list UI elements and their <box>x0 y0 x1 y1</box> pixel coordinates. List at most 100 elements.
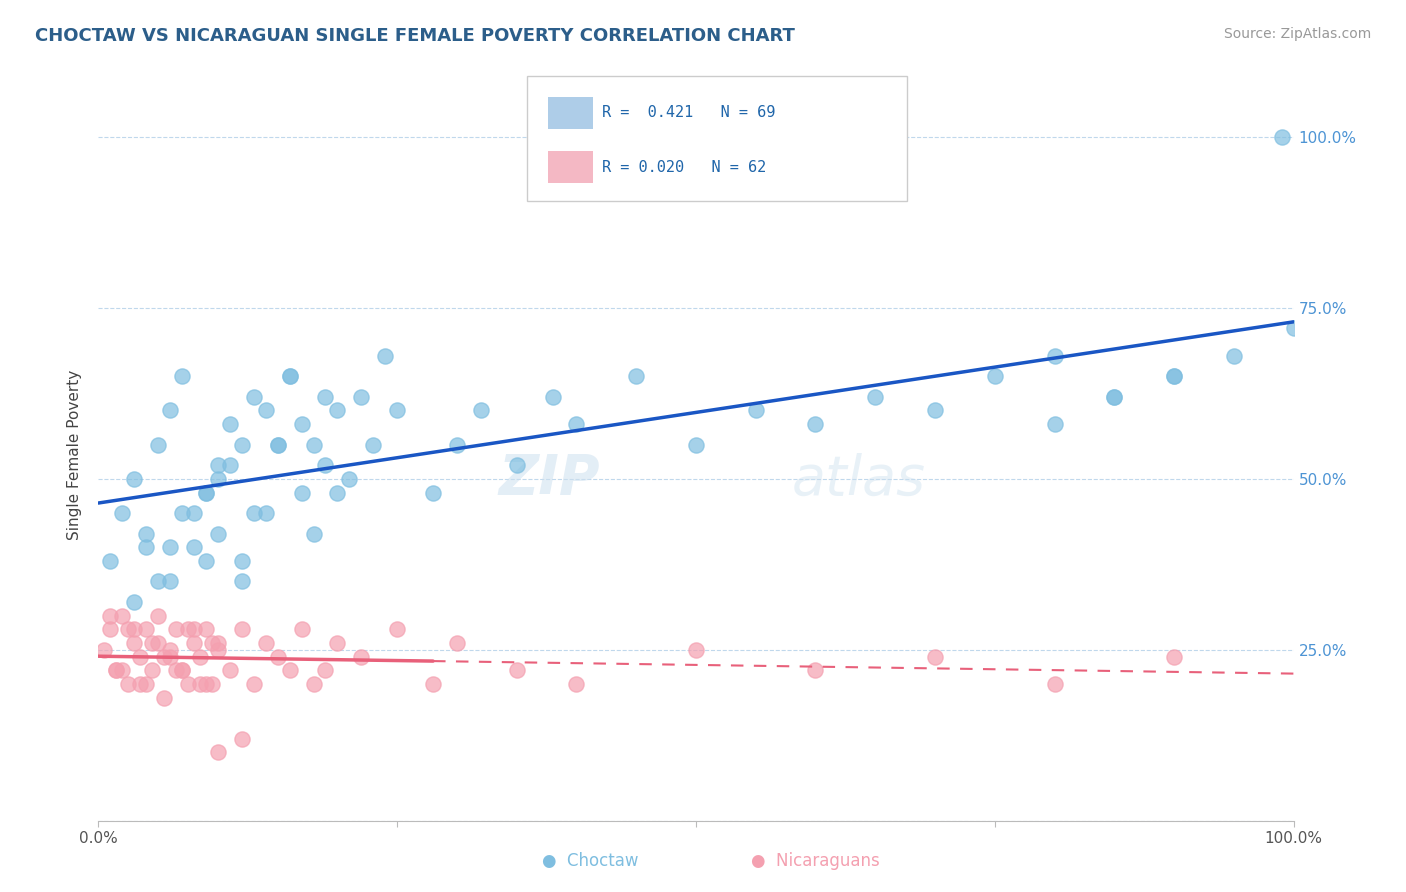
Point <box>243 390 266 404</box>
Point <box>1163 369 1185 384</box>
Point <box>1104 390 1126 404</box>
Point <box>188 677 211 691</box>
Point <box>326 485 349 500</box>
Point <box>1163 369 1185 384</box>
Point <box>302 526 325 541</box>
Point <box>148 608 170 623</box>
Point <box>111 506 134 520</box>
Point <box>201 677 224 691</box>
Point <box>177 677 200 691</box>
Point <box>135 540 157 554</box>
Point <box>231 731 253 746</box>
Point <box>183 506 205 520</box>
Point <box>207 472 229 486</box>
Point <box>172 663 194 677</box>
Point <box>207 458 229 472</box>
Point <box>188 649 211 664</box>
Point <box>326 403 349 417</box>
Point <box>183 636 205 650</box>
Point <box>98 622 122 636</box>
Point <box>1282 321 1305 335</box>
Point <box>446 438 468 452</box>
Point <box>315 390 337 404</box>
Point <box>924 649 946 664</box>
Point <box>350 649 373 664</box>
Point <box>135 677 157 691</box>
Point <box>278 369 301 384</box>
Point <box>984 369 1007 384</box>
Point <box>165 663 187 677</box>
Point <box>195 622 218 636</box>
Point <box>165 622 187 636</box>
Point <box>153 649 176 664</box>
Point <box>111 608 134 623</box>
Point <box>267 438 290 452</box>
Point <box>129 677 152 691</box>
Point <box>1271 130 1294 145</box>
Point <box>350 390 373 404</box>
Point <box>924 403 946 417</box>
Point <box>159 642 181 657</box>
Point <box>254 636 277 650</box>
Point <box>565 417 588 432</box>
Point <box>326 636 349 650</box>
Point <box>98 554 122 568</box>
Point <box>183 540 205 554</box>
Point <box>685 642 707 657</box>
Point <box>470 403 492 417</box>
Point <box>172 369 194 384</box>
Point <box>385 403 409 417</box>
Point <box>124 636 146 650</box>
Point <box>685 438 707 452</box>
Point <box>302 677 325 691</box>
Point <box>124 595 146 609</box>
Text: CHOCTAW VS NICARAGUAN SINGLE FEMALE POVERTY CORRELATION CHART: CHOCTAW VS NICARAGUAN SINGLE FEMALE POVE… <box>35 27 794 45</box>
Point <box>315 458 337 472</box>
Point <box>231 622 253 636</box>
Point <box>506 663 529 677</box>
Point <box>135 622 157 636</box>
Point <box>291 485 314 500</box>
Point <box>148 636 170 650</box>
Point <box>141 636 163 650</box>
Point <box>302 438 325 452</box>
Point <box>267 438 290 452</box>
Point <box>183 622 205 636</box>
Point <box>117 677 139 691</box>
Point <box>541 390 564 404</box>
Text: ●  Nicaraguans: ● Nicaraguans <box>751 852 880 870</box>
Point <box>141 663 163 677</box>
Point <box>105 663 128 677</box>
Point <box>172 663 194 677</box>
Point <box>804 417 827 432</box>
Point <box>207 745 229 759</box>
Point <box>422 485 444 500</box>
Point <box>195 485 218 500</box>
Point <box>105 663 128 677</box>
Point <box>195 554 218 568</box>
Point <box>231 438 253 452</box>
Point <box>207 526 229 541</box>
Point <box>267 649 290 664</box>
Point <box>506 458 529 472</box>
Point <box>1104 390 1126 404</box>
Point <box>124 472 146 486</box>
Point <box>243 677 266 691</box>
Point <box>374 349 396 363</box>
Point <box>385 622 409 636</box>
Point <box>129 649 152 664</box>
Y-axis label: Single Female Poverty: Single Female Poverty <box>67 370 83 540</box>
Point <box>291 622 314 636</box>
Point <box>278 663 301 677</box>
Point <box>159 574 181 589</box>
Point <box>804 663 827 677</box>
Text: atlas: atlas <box>792 452 925 506</box>
Point <box>219 663 242 677</box>
Point <box>254 403 277 417</box>
Point <box>219 417 242 432</box>
Point <box>1043 417 1066 432</box>
Point <box>363 438 385 452</box>
Text: R =  0.421   N = 69: R = 0.421 N = 69 <box>602 105 775 120</box>
Point <box>243 506 266 520</box>
Point <box>278 369 301 384</box>
